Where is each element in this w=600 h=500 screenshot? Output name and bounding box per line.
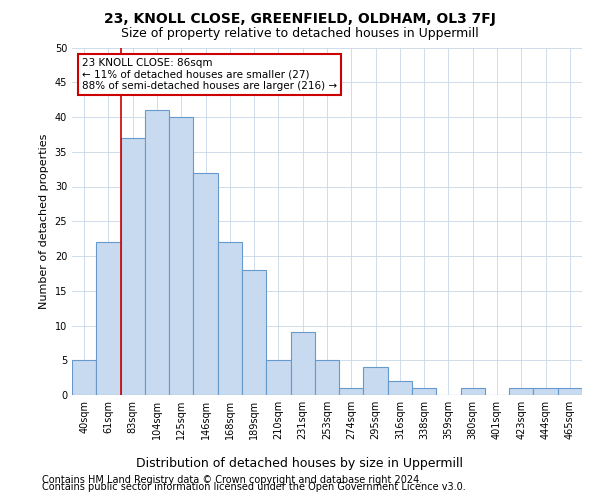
Text: Contains HM Land Registry data © Crown copyright and database right 2024.: Contains HM Land Registry data © Crown c… [42, 475, 422, 485]
Y-axis label: Number of detached properties: Number of detached properties [39, 134, 49, 309]
Bar [509, 388, 533, 395]
Bar [558, 388, 582, 395]
Bar [145, 110, 169, 395]
Bar [169, 117, 193, 395]
Bar [121, 138, 145, 395]
Bar [364, 367, 388, 395]
Bar [266, 360, 290, 395]
Bar [339, 388, 364, 395]
Text: Distribution of detached houses by size in Uppermill: Distribution of detached houses by size … [137, 458, 464, 470]
Bar [412, 388, 436, 395]
Bar [461, 388, 485, 395]
Text: 23, KNOLL CLOSE, GREENFIELD, OLDHAM, OL3 7FJ: 23, KNOLL CLOSE, GREENFIELD, OLDHAM, OL3… [104, 12, 496, 26]
Text: 23 KNOLL CLOSE: 86sqm
← 11% of detached houses are smaller (27)
88% of semi-deta: 23 KNOLL CLOSE: 86sqm ← 11% of detached … [82, 58, 337, 91]
Bar [193, 172, 218, 395]
Text: Size of property relative to detached houses in Uppermill: Size of property relative to detached ho… [121, 28, 479, 40]
Bar [388, 381, 412, 395]
Bar [533, 388, 558, 395]
Bar [315, 360, 339, 395]
Bar [242, 270, 266, 395]
Bar [96, 242, 121, 395]
Bar [218, 242, 242, 395]
Text: Contains public sector information licensed under the Open Government Licence v3: Contains public sector information licen… [42, 482, 466, 492]
Bar [290, 332, 315, 395]
Bar [72, 360, 96, 395]
